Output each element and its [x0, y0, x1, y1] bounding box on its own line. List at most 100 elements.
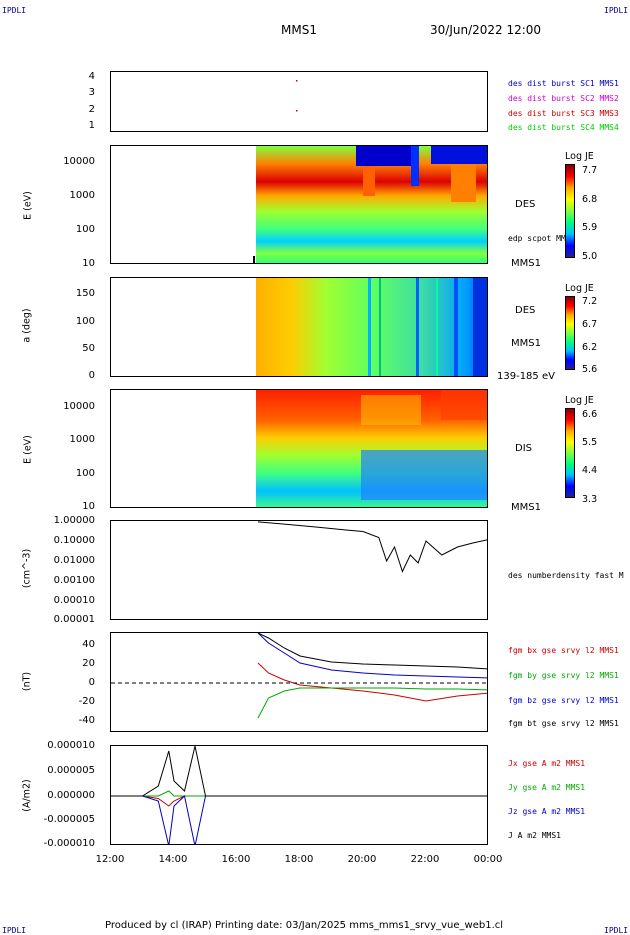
- y-tick: 50: [82, 343, 95, 354]
- y-tick: 10: [82, 258, 95, 269]
- colorbar-tick: 3.3: [582, 494, 598, 505]
- y-axis-label: (A/m2): [21, 779, 33, 812]
- y-tick: -20: [78, 696, 95, 707]
- legend-bz: fgm bz gse srvy l2 MMS1: [508, 696, 619, 705]
- y-tick: 0: [88, 677, 95, 688]
- colorbar-tick: 5.9: [582, 222, 598, 233]
- series-line: [257, 633, 487, 679]
- legend-sc2: des dist burst SC2 MMS2: [508, 94, 619, 103]
- colorbar: [565, 296, 575, 370]
- colorbar-tick: 7.7: [582, 165, 598, 176]
- panel-instrument-label: DES: [515, 199, 536, 210]
- panel-energy-range: 139-185 eV: [497, 371, 555, 382]
- dis-energy-panel: [110, 389, 488, 508]
- colorbar-tick: 5.0: [582, 251, 598, 262]
- x-tick: 20:00: [347, 854, 377, 865]
- y-tick: 0.00001: [53, 614, 95, 625]
- y-tick: -0.000005: [43, 814, 95, 825]
- series-line: [111, 790, 487, 797]
- current-panel: [110, 745, 488, 845]
- legend-jx: Jx gse A m2 MMS1: [508, 759, 586, 768]
- legend-jz: Jz gse A m2 MMS1: [508, 807, 586, 816]
- bfield-plot: [111, 633, 487, 719]
- spectrogram-band: [473, 278, 487, 376]
- series-line: [111, 746, 487, 797]
- x-tick: 14:00: [158, 854, 188, 865]
- data-point: [296, 110, 298, 112]
- y-tick: 4: [88, 71, 95, 82]
- y-tick: 0.00100: [53, 575, 95, 586]
- colorbar-tick: 6.6: [582, 409, 598, 420]
- colorbar-tick: 7.2: [582, 296, 598, 307]
- des-pitch-angle-spectrogram: [256, 278, 487, 376]
- series-line: [111, 795, 487, 807]
- spectrogram-fill: [441, 390, 487, 420]
- spectrogram-fill: [356, 146, 411, 166]
- spectrogram-fill: [363, 166, 375, 196]
- spectrogram-fill: [256, 278, 487, 376]
- legend-j: J A m2 MMS1: [508, 831, 561, 840]
- legend-jy: Jy gse A m2 MMS1: [508, 783, 586, 792]
- y-tick: -40: [78, 715, 95, 726]
- y-tick: 1: [88, 120, 95, 131]
- y-tick: 10000: [63, 156, 95, 167]
- series-line: [257, 633, 487, 670]
- colorbar-title: Log JE: [565, 395, 594, 406]
- x-tick: 22:00: [410, 854, 440, 865]
- legend-density: des numberdensity fast M: [508, 571, 624, 580]
- sc-availability-plot: [296, 80, 298, 112]
- des-energy-panel: [110, 145, 488, 264]
- colorbar-tick: 6.7: [582, 319, 598, 330]
- spectrogram-fill: [361, 395, 421, 425]
- y-tick: 100: [75, 224, 95, 235]
- x-tick: 12:00: [95, 854, 125, 865]
- y-tick: 0.000000: [47, 790, 95, 801]
- colorbar-tick: 5.6: [582, 364, 598, 375]
- series-line: [111, 795, 487, 844]
- y-tick: 40: [82, 639, 95, 650]
- corner-label-top-right: IPDLI: [604, 6, 629, 15]
- panel-instrument-label: DES: [515, 305, 536, 316]
- mission-title: MMS1: [281, 23, 317, 37]
- dis-energy-spectrogram: [256, 390, 487, 507]
- panel-instrument-label: DIS: [515, 443, 532, 454]
- y-tick: 0.10000: [53, 535, 95, 546]
- bfield-panel: [110, 632, 488, 732]
- footer-text: Produced by cl (IRAP) Printing date: 03/…: [105, 920, 504, 931]
- y-tick: 3: [88, 87, 95, 98]
- y-tick: 10: [82, 501, 95, 512]
- des-pitch-angle-panel: [110, 277, 488, 377]
- spectrogram-fill: [451, 164, 476, 202]
- y-tick: 0.00010: [53, 595, 95, 606]
- spectrogram-band: [454, 278, 458, 376]
- y-axis-label: a (deg): [21, 308, 33, 343]
- density-plot: [257, 521, 487, 573]
- spectrogram-band: [368, 278, 371, 376]
- colorbar: [565, 408, 575, 498]
- series-line: [257, 521, 487, 573]
- colorbar: [565, 164, 575, 258]
- colorbar-title: Log JE: [565, 151, 594, 162]
- y-tick: 2: [88, 104, 95, 115]
- sc-availability-panel: [110, 71, 488, 132]
- spectrogram-band: [379, 278, 381, 376]
- x-tick: 16:00: [221, 854, 251, 865]
- y-tick: 150: [75, 288, 95, 299]
- y-tick: 0.01000: [53, 555, 95, 566]
- y-tick: 1.00000: [53, 515, 95, 526]
- y-tick: 100: [75, 316, 95, 327]
- x-tick: 00:00: [473, 854, 503, 865]
- y-axis-label: E (eV): [22, 435, 34, 464]
- y-tick: -0.000010: [43, 838, 95, 849]
- spectrogram-fill: [361, 450, 487, 500]
- colorbar-tick: 5.5: [582, 437, 598, 448]
- y-axis-label: (cm^-3): [21, 548, 33, 589]
- y-axis-label: (nT): [21, 671, 33, 692]
- y-tick: 10000: [63, 401, 95, 412]
- y-tick: 1000: [69, 434, 95, 445]
- colorbar-tick: 6.2: [582, 342, 598, 353]
- des-energy-spectrogram: [253, 146, 487, 263]
- y-tick: 100: [75, 468, 95, 479]
- series-line: [257, 687, 487, 719]
- panel-note: edp scpot MMS1: [508, 234, 576, 243]
